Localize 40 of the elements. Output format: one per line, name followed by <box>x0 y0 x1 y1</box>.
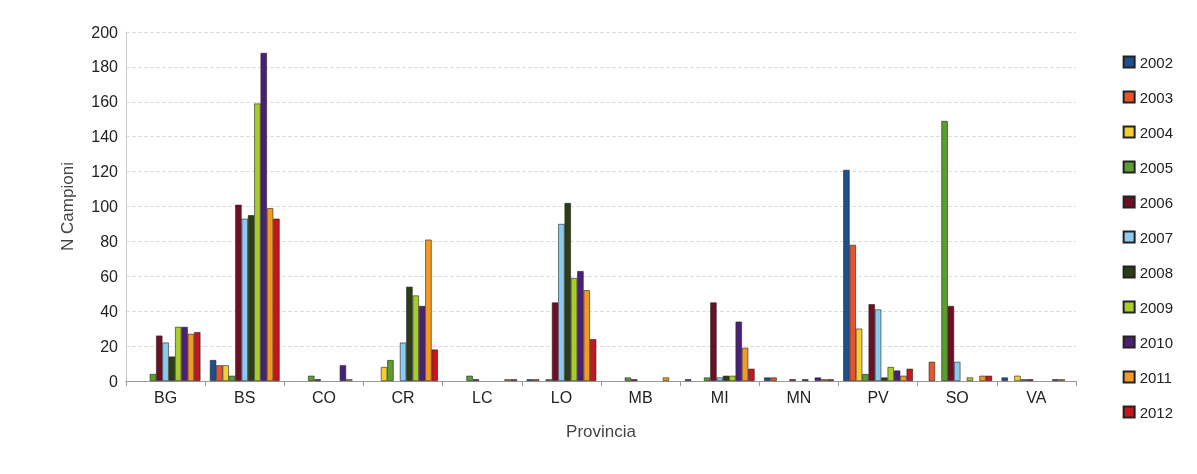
y-tick-label: 200 <box>91 23 119 41</box>
y-axis-title: N Campioni <box>58 162 77 251</box>
bar <box>966 377 974 381</box>
y-tick-label: 160 <box>91 93 119 111</box>
x-tick-label: CR <box>391 388 415 406</box>
bar <box>1001 377 1008 381</box>
x-tick-label: SO <box>945 388 969 406</box>
y-tick-label: 40 <box>100 302 119 320</box>
y-tick-label: 60 <box>100 267 119 285</box>
legend-label: 2003 <box>1139 88 1174 106</box>
x-axis-title: Provincia <box>566 422 637 441</box>
x-tick-label: CO <box>311 388 336 406</box>
y-tick-label: 80 <box>100 232 119 250</box>
x-tick-label: MN <box>786 388 812 406</box>
x-tick-label: LC <box>472 388 493 406</box>
x-tick-label: MI <box>710 388 729 406</box>
bar <box>928 361 936 381</box>
y-tick-label: 100 <box>91 198 119 215</box>
y-tick-label: 20 <box>100 337 119 355</box>
y-tick-label: 0 <box>109 372 119 390</box>
legend-label: 2008 <box>1139 263 1174 281</box>
y-tick-label: 120 <box>91 163 119 181</box>
legend-label: 2005 <box>1139 158 1174 176</box>
x-tick-label: BG <box>154 388 178 406</box>
legend-label: 2007 <box>1139 228 1174 246</box>
legend-label: 2006 <box>1139 193 1174 211</box>
bar <box>662 377 670 381</box>
legend-label: 2004 <box>1139 123 1174 141</box>
legend-label: 2011 <box>1139 368 1172 386</box>
x-tick-label: PV <box>867 388 890 406</box>
legend-label: 2009 <box>1139 298 1174 316</box>
y-tick-label: 180 <box>91 58 119 76</box>
x-tick-label: LO <box>550 388 573 406</box>
legend-label: 2012 <box>1139 403 1174 421</box>
legend-label: 2010 <box>1139 333 1174 351</box>
x-tick-label: VA <box>1026 388 1047 406</box>
legend-label: 2002 <box>1139 53 1174 71</box>
x-tick-label: MB <box>628 388 653 406</box>
y-tick-label: 140 <box>91 128 119 146</box>
x-tick-label: BS <box>234 388 256 406</box>
